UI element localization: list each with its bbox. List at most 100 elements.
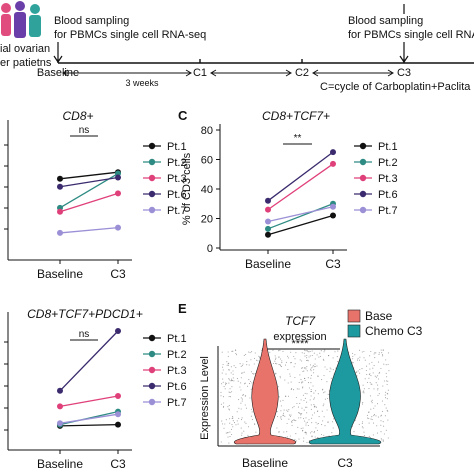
scatter-dot — [312, 364, 314, 366]
scatter-dot — [362, 421, 364, 423]
scatter-dot — [298, 417, 300, 419]
scatter-dot — [238, 399, 240, 401]
scatter-dot — [306, 441, 308, 444]
scatter-dot — [231, 424, 233, 426]
patients-label-2: er patietns — [0, 57, 52, 69]
scatter-dot — [305, 432, 307, 434]
scatter-dot — [249, 380, 251, 383]
scatter-dot — [377, 389, 379, 391]
legend-label: Pt.2 — [167, 349, 187, 361]
scatter-dot — [279, 358, 282, 360]
scatter-dot — [306, 412, 308, 414]
scatter-dot — [302, 427, 304, 429]
scatter-dot — [352, 352, 354, 354]
scatter-dot — [220, 395, 222, 397]
scatter-dot — [361, 368, 363, 370]
scatter-dot — [223, 405, 225, 407]
scatter-dot — [280, 405, 282, 407]
scatter-dot — [323, 403, 325, 405]
scatter-dot — [378, 353, 380, 355]
scatter-dot — [330, 377, 332, 379]
data-point — [115, 411, 121, 418]
scatter-dot — [313, 369, 315, 371]
scatter-dot — [242, 372, 244, 374]
scatter-dot — [254, 352, 256, 354]
scatter-dot — [326, 381, 328, 383]
scatter-dot — [313, 432, 315, 434]
data-point — [330, 203, 336, 210]
scatter-dot — [280, 417, 282, 419]
violin-xtick-c3: C3 — [337, 456, 353, 470]
scatter-dot — [229, 422, 231, 424]
scatter-dot — [232, 370, 234, 372]
scatter-dot — [240, 397, 242, 399]
scatter-dot — [231, 386, 233, 388]
scatter-dot — [309, 399, 311, 401]
scatter-dot — [298, 381, 300, 383]
scatter-dot — [369, 381, 371, 384]
scatter-dot — [278, 356, 280, 358]
legend-marker — [148, 158, 156, 166]
scatter-dot — [284, 415, 286, 417]
scatter-dot — [278, 363, 280, 366]
violin-xtick-baseline: Baseline — [242, 456, 288, 470]
scatter-dot — [287, 369, 289, 371]
legend-label: Pt.2 — [378, 157, 398, 169]
scatter-dot — [385, 391, 387, 393]
scatter-dot — [303, 399, 305, 402]
scatter-dot — [371, 383, 373, 385]
series-line-Pt.3 — [59, 192, 119, 213]
scatter-dot — [388, 370, 390, 372]
scatter-dot — [307, 424, 309, 427]
scatter-dot — [380, 415, 382, 417]
scatter-dot — [243, 354, 245, 356]
scatter-dot — [313, 372, 315, 374]
legend-label: Pt.1 — [378, 141, 398, 153]
x-tick-label: C3 — [110, 267, 126, 281]
scatter-dot — [316, 437, 319, 439]
scatter-dot — [249, 397, 251, 399]
scatter-dot — [314, 365, 316, 368]
scatter-dot — [310, 377, 312, 379]
scatter-dot — [223, 402, 225, 404]
scatter-dot — [377, 387, 379, 390]
scatter-dot — [302, 367, 304, 369]
scatter-dot — [315, 390, 317, 392]
scatter-dot — [368, 374, 370, 376]
scatter-dot — [244, 395, 246, 397]
scatter-dot — [326, 409, 328, 411]
violin-subtitle: expression — [273, 331, 326, 343]
scatter-dot — [298, 412, 300, 414]
chart-title: CD8+ — [62, 109, 93, 123]
scatter-dot — [386, 383, 388, 386]
scatter-dot — [384, 415, 386, 417]
scatter-dot — [222, 381, 224, 383]
scatter-dot — [382, 421, 384, 423]
scatter-dot — [387, 393, 389, 395]
scatter-dot — [323, 392, 325, 394]
scatter-dot — [280, 366, 283, 368]
scatter-dot — [294, 363, 296, 365]
scatter-dot — [228, 391, 230, 393]
scatter-dot — [337, 361, 339, 363]
scatter-dot — [381, 439, 383, 441]
scatter-dot — [323, 374, 325, 377]
scatter-dot — [304, 355, 306, 357]
x-tick-label: Baseline — [37, 457, 83, 471]
scatter-dot — [373, 414, 375, 416]
scatter-dot — [227, 406, 229, 408]
scatter-dot — [303, 370, 305, 372]
legend-marker — [359, 174, 367, 182]
scatter-dot — [241, 434, 243, 436]
scatter-dot — [316, 365, 318, 367]
scatter-dot — [274, 355, 276, 357]
scatter-dot — [374, 375, 376, 377]
scatter-dot — [382, 440, 384, 442]
scatter-dot — [307, 377, 309, 379]
y-tick-label: 20 — [201, 214, 213, 226]
scatter-dot — [229, 392, 231, 394]
scatter-dot — [246, 364, 248, 366]
timeline-c3: C3 — [397, 67, 411, 79]
scatter-dot — [357, 357, 359, 359]
panel-letter-e: E — [178, 301, 187, 316]
